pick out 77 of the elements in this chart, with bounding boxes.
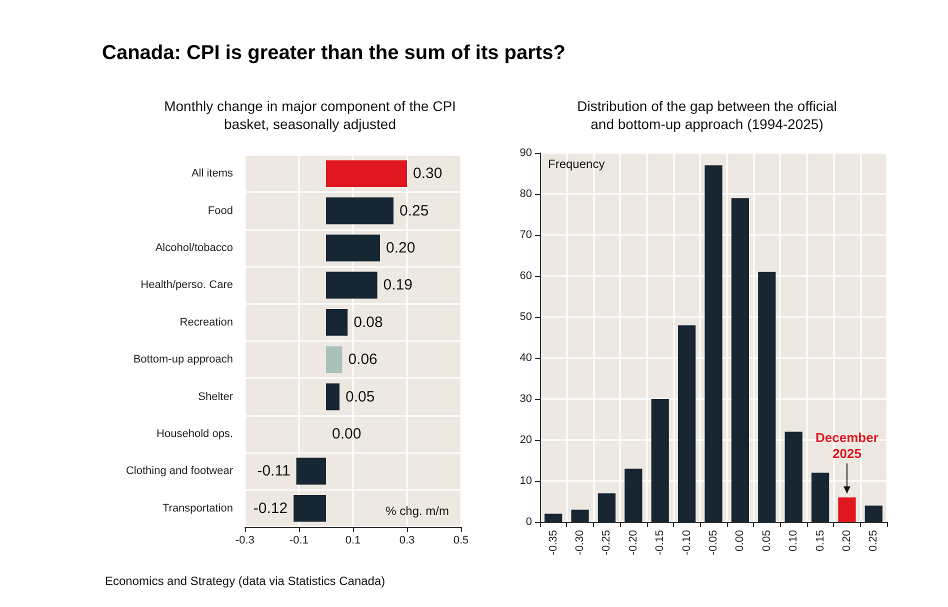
- y-tick-label: 90: [520, 147, 532, 159]
- y-tick-label: 0: [526, 516, 532, 528]
- x-tick-label: 0.5: [453, 534, 469, 546]
- annotation: % chg. m/m: [386, 504, 450, 518]
- y-tick-label: Food: [208, 204, 233, 217]
- y-tick-label: 60: [520, 270, 532, 282]
- bar: [294, 495, 326, 522]
- bar: [624, 468, 642, 522]
- x-tick-label: -0.30: [574, 530, 586, 556]
- x-tick-label: -0.15: [654, 530, 666, 556]
- bar: [326, 234, 380, 262]
- data-label: 0.05: [346, 388, 375, 406]
- x-tick-label: 0.20: [840, 530, 853, 552]
- data-label: -0.12: [253, 500, 288, 517]
- y-tick-label: Recreation: [180, 316, 233, 328]
- y-axis-title: Frequency: [548, 157, 605, 171]
- x-tick-label: 0.3: [399, 534, 415, 546]
- chart-subtitle: Monthly change in major component of the CPI basket, seasonally adjusted: [164, 98, 456, 132]
- y-tick-label: Household ops.: [156, 428, 233, 440]
- x-tick-label: -0.20: [627, 530, 640, 556]
- data-label: 0.00: [332, 426, 362, 442]
- y-tick-label: Shelter: [198, 390, 234, 403]
- bar: [731, 198, 749, 522]
- bar: [326, 309, 348, 336]
- bar: [326, 197, 394, 224]
- x-tick-label: -0.10: [680, 530, 693, 556]
- x-tick-label: 0.00: [734, 530, 746, 552]
- data-label: 0.20: [386, 240, 416, 256]
- y-tick-label: Clothing and footwear: [126, 465, 234, 478]
- bar: [326, 346, 342, 373]
- data-label: 0.25: [400, 202, 429, 220]
- bar: [678, 325, 696, 522]
- x-tick-label: 0.1: [345, 534, 361, 546]
- x-tick-label: 0.05: [760, 530, 773, 552]
- x-tick-label: -0.1: [290, 534, 308, 546]
- chart-title: Canada: CPI is greater than the sum of its parts?: [102, 42, 566, 64]
- y-tick-label: Alcohol/tobacco: [155, 242, 233, 254]
- bar: [326, 160, 407, 187]
- text: Economics and Strategy (data via Statistics Canada): [105, 574, 386, 588]
- data-label: 0.19: [383, 276, 413, 294]
- bar: [326, 272, 378, 299]
- y-tick-label: 20: [520, 434, 532, 446]
- bar: [864, 506, 882, 522]
- chart-subtitle: Distribution of the gap between the official and bottom-up approach (1994-2025): [577, 98, 837, 132]
- y-tick-label: Transportation: [162, 502, 233, 514]
- bar: [571, 510, 589, 522]
- data-label: 0.30: [413, 165, 442, 182]
- bar: [651, 399, 669, 522]
- bar: [811, 472, 830, 522]
- x-tick-label: -0.3: [236, 534, 254, 546]
- data-label: -0.11: [257, 462, 290, 480]
- bar: [326, 383, 340, 410]
- bar: [838, 497, 856, 522]
- y-tick-label: 70: [520, 229, 532, 241]
- y-tick-label: 80: [520, 188, 532, 200]
- x-tick-label: -0.25: [600, 530, 613, 556]
- x-tick-label: 0.15: [814, 530, 826, 552]
- y-tick-label: 50: [520, 311, 532, 323]
- annotation: December 2025: [816, 430, 878, 461]
- bar: [704, 165, 722, 522]
- bar: [758, 272, 776, 522]
- x-tick-label: -0.35: [547, 530, 560, 556]
- data-label: 0.06: [348, 351, 378, 368]
- data-label: 0.08: [354, 314, 383, 331]
- y-tick-label: Health/perso. Care: [140, 279, 233, 292]
- x-tick-label: 0.25: [868, 530, 880, 552]
- y-tick-label: 10: [520, 475, 532, 487]
- y-tick-label: 30: [520, 393, 532, 405]
- x-tick-label: 0.10: [788, 530, 800, 552]
- y-tick-label: Bottom-up approach: [133, 354, 233, 366]
- bar: [598, 493, 616, 522]
- bar: [784, 432, 802, 522]
- bar: [544, 514, 562, 522]
- bar: [296, 458, 326, 485]
- x-tick-label: -0.05: [708, 530, 720, 556]
- y-tick-label: All items: [191, 168, 234, 180]
- y-tick-label: 40: [520, 352, 532, 364]
